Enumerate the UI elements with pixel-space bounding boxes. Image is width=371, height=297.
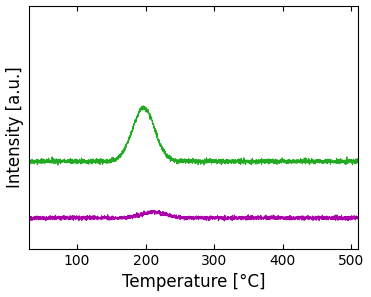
X-axis label: Temperature [°C]: Temperature [°C] — [122, 274, 266, 291]
Y-axis label: Intensity [a.u.]: Intensity [a.u.] — [6, 67, 23, 188]
